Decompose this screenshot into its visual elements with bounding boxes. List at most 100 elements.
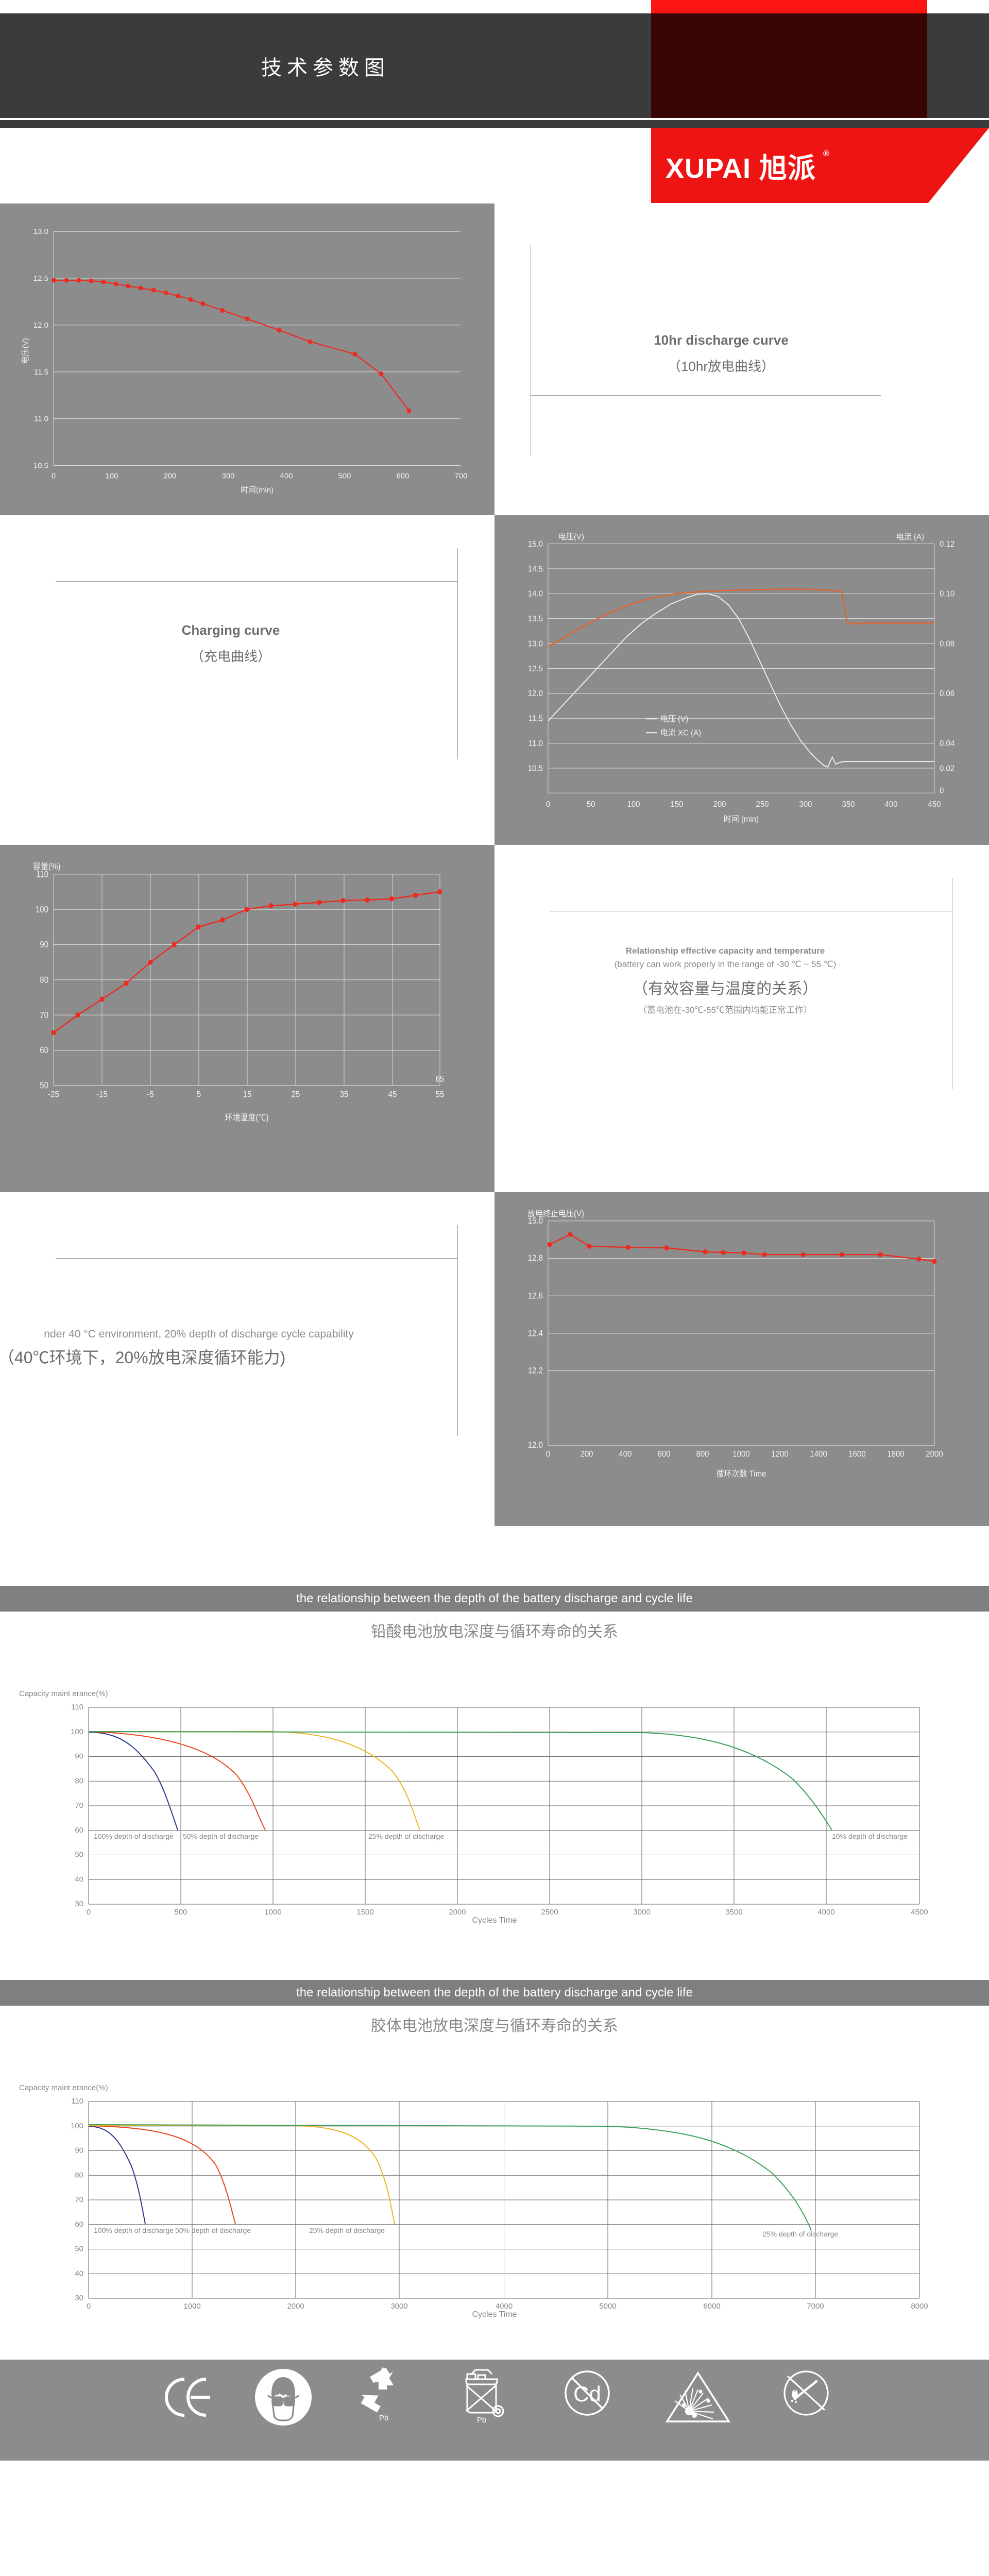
svg-text:300: 300 — [221, 472, 234, 481]
svg-text:110: 110 — [71, 2097, 83, 2106]
svg-text:200: 200 — [580, 1450, 593, 1459]
svg-text:200: 200 — [713, 800, 726, 809]
svg-text:1500: 1500 — [356, 1908, 373, 1917]
svg-text:250: 250 — [756, 800, 769, 809]
svg-text:6000: 6000 — [703, 2302, 720, 2311]
svg-text:50: 50 — [75, 2245, 83, 2253]
svg-text:11.5: 11.5 — [528, 714, 543, 723]
svg-text:50: 50 — [40, 1081, 48, 1091]
svg-text:400: 400 — [280, 472, 293, 481]
svg-text:45: 45 — [388, 1090, 397, 1099]
svg-text:0.10: 0.10 — [940, 589, 955, 599]
svg-text:450: 450 — [928, 800, 941, 809]
svg-text:110: 110 — [71, 1703, 83, 1711]
svg-text:10% depth of discharge: 10% depth of discharge — [832, 1832, 908, 1840]
svg-text:3000: 3000 — [633, 1908, 650, 1917]
svg-text:11.5: 11.5 — [34, 368, 48, 377]
svg-text:Cycles Time: Cycles Time — [472, 1916, 517, 1925]
svg-text:14.0: 14.0 — [528, 589, 543, 599]
svg-text:4000: 4000 — [496, 2302, 513, 2311]
svg-text:13.0: 13.0 — [33, 227, 48, 236]
svg-text:60: 60 — [40, 1045, 48, 1055]
svg-text:0: 0 — [87, 2302, 91, 2311]
svg-text:10.5: 10.5 — [33, 461, 48, 470]
svg-text:350: 350 — [842, 800, 855, 809]
svg-text:-25: -25 — [48, 1090, 59, 1099]
svg-text:12.2: 12.2 — [528, 1366, 543, 1376]
svg-text:-15: -15 — [96, 1090, 108, 1099]
svg-text:12.0: 12.0 — [528, 689, 543, 699]
svg-text:0.08: 0.08 — [940, 639, 954, 649]
svg-text:30: 30 — [75, 1900, 83, 1908]
svg-text:100: 100 — [105, 472, 118, 481]
svg-text:4000: 4000 — [817, 1908, 834, 1917]
svg-text:90: 90 — [75, 2146, 83, 2155]
svg-text:0: 0 — [52, 472, 56, 481]
svg-text:1600: 1600 — [848, 1450, 866, 1459]
svg-text:12.8: 12.8 — [528, 1254, 543, 1263]
svg-text:90: 90 — [40, 940, 48, 950]
svg-text:60: 60 — [75, 1826, 83, 1835]
svg-text:2500: 2500 — [541, 1908, 558, 1917]
svg-text:Capacity maint erance(%): Capacity maint erance(%) — [19, 1689, 108, 1698]
svg-text:0.12: 0.12 — [940, 539, 954, 549]
svg-text:15.0: 15.0 — [528, 539, 543, 549]
svg-text:14.5: 14.5 — [528, 565, 543, 574]
svg-text:50% depth of discharge: 50% depth of discharge — [183, 1832, 259, 1840]
svg-text:500: 500 — [338, 472, 351, 481]
svg-text:12.5: 12.5 — [528, 664, 543, 673]
svg-text:12.4: 12.4 — [528, 1329, 543, 1338]
svg-text:Pb: Pb — [379, 2414, 388, 2422]
svg-text:400: 400 — [619, 1450, 632, 1459]
svg-text:70: 70 — [75, 1801, 83, 1810]
svg-text:时间(min): 时间(min) — [241, 486, 274, 495]
svg-text:11.0: 11.0 — [528, 739, 543, 748]
svg-text:1200: 1200 — [771, 1450, 789, 1459]
svg-text:8000: 8000 — [911, 2302, 928, 2311]
svg-text:Capacity maint erance(%): Capacity maint erance(%) — [19, 2083, 108, 2092]
svg-text:25% depth of discharge: 25% depth of discharge — [309, 2226, 385, 2234]
svg-text:100: 100 — [71, 2122, 83, 2130]
svg-text:110: 110 — [36, 870, 48, 879]
svg-text:50% depth of discharge: 50% depth of discharge — [175, 2226, 251, 2234]
svg-text:5000: 5000 — [599, 2302, 616, 2311]
svg-text:15: 15 — [243, 1090, 252, 1099]
svg-text:5: 5 — [197, 1090, 201, 1099]
svg-text:Cycles Time: Cycles Time — [472, 2310, 517, 2319]
svg-text:1400: 1400 — [810, 1450, 827, 1459]
svg-text:70: 70 — [40, 1010, 48, 1020]
svg-text:1800: 1800 — [887, 1450, 905, 1459]
svg-text:13.0: 13.0 — [528, 639, 543, 649]
svg-text:80: 80 — [40, 975, 48, 985]
svg-text:0.04: 0.04 — [940, 739, 955, 748]
svg-text:Pb: Pb — [477, 2416, 486, 2425]
svg-text:25: 25 — [292, 1090, 300, 1099]
svg-text:电流 XC (A): 电流 XC (A) — [660, 728, 701, 738]
svg-text:3000: 3000 — [390, 2302, 407, 2311]
svg-text:80: 80 — [75, 1776, 83, 1785]
svg-text:100: 100 — [71, 1727, 83, 1736]
svg-text:60: 60 — [75, 2220, 83, 2229]
svg-text:12.6: 12.6 — [528, 1292, 543, 1301]
svg-text:12.0: 12.0 — [33, 321, 48, 330]
svg-text:-5: -5 — [147, 1090, 154, 1099]
svg-text:50: 50 — [587, 800, 595, 809]
svg-text:1000: 1000 — [264, 1908, 281, 1917]
svg-text:1000: 1000 — [732, 1450, 750, 1459]
svg-text:100: 100 — [627, 800, 640, 809]
svg-text:300: 300 — [799, 800, 812, 809]
svg-text:600: 600 — [657, 1450, 670, 1459]
svg-text:电流 (A): 电流 (A) — [896, 533, 924, 541]
svg-text:环境温度(℃): 环境温度(℃) — [225, 1112, 269, 1123]
svg-text:0: 0 — [546, 800, 551, 809]
svg-text:电压(V): 电压(V) — [558, 533, 584, 541]
svg-text:40: 40 — [75, 1875, 83, 1884]
svg-text:13.5: 13.5 — [528, 615, 543, 624]
svg-text:时间 (min): 时间 (min) — [724, 815, 759, 824]
svg-text:0: 0 — [940, 786, 944, 795]
svg-text:25% depth of discharge: 25% depth of discharge — [762, 2230, 838, 2238]
svg-text:7000: 7000 — [807, 2302, 824, 2311]
svg-text:4500: 4500 — [911, 1908, 928, 1917]
svg-text:100: 100 — [36, 905, 48, 914]
svg-text:0: 0 — [546, 1450, 551, 1459]
